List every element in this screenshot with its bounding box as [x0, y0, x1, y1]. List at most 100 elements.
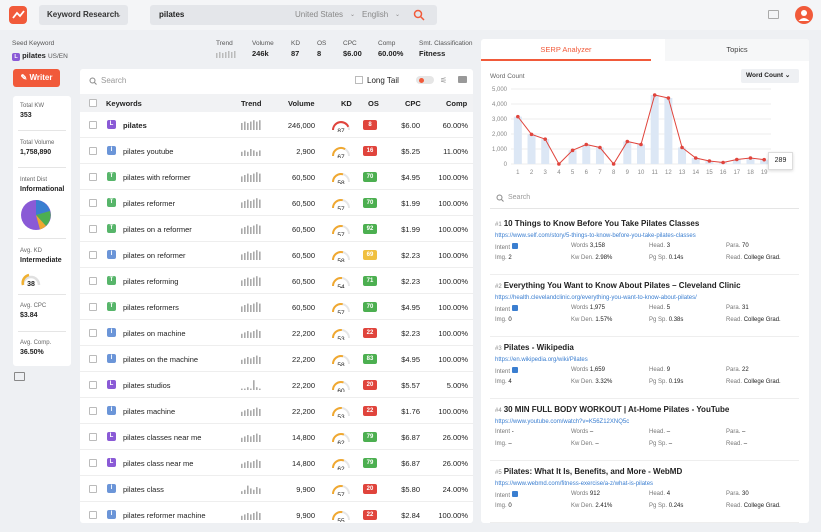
country-select[interactable]: United States	[295, 10, 344, 19]
keyword-link[interactable]: pilates reformer	[123, 199, 176, 208]
row-checkbox[interactable]	[89, 355, 97, 363]
keyword-link[interactable]: pilates studios	[123, 381, 171, 390]
table-row[interactable]: L pilates studios 22,200 60 20 $5.57 5.0…	[80, 372, 473, 398]
os-badge: 22	[363, 406, 377, 416]
header-os[interactable]: OS	[368, 99, 379, 108]
keyword-link[interactable]: pilates on a reformer	[123, 225, 192, 234]
app-logo-icon[interactable]	[9, 6, 27, 24]
user-avatar-icon[interactable]	[795, 6, 813, 24]
row-checkbox[interactable]	[89, 173, 97, 181]
export-icon[interactable]	[14, 372, 25, 381]
keyword-link[interactable]: pilates reforming	[123, 277, 179, 286]
serp-result[interactable]: #3 Pilates - Wikipedia https://en.wikiped…	[490, 337, 799, 399]
table-row[interactable]: T pilates with reformer 60,500 58 70 $4.…	[80, 164, 473, 190]
comp-value: 100.00%	[438, 173, 468, 182]
table-row[interactable]: T pilates reforming 60,500 54 71 $2.23 1…	[80, 268, 473, 294]
serp-result-title[interactable]: 10 Things to Know Before You Take Pilate…	[503, 219, 700, 228]
table-row[interactable]: I pilates reformer machine 9,900 55 22 $…	[80, 502, 473, 523]
writer-button[interactable]: ✎ Writer	[13, 69, 60, 87]
keyword-link[interactable]: pilates with reformer	[123, 173, 191, 182]
search-icon[interactable]	[413, 9, 425, 21]
folder-icon[interactable]	[458, 76, 467, 83]
serp-result-url[interactable]: https://www.youtube.com/watch?v=K56Z12XN…	[495, 419, 630, 425]
svg-text:57: 57	[337, 492, 345, 496]
row-checkbox[interactable]	[89, 433, 97, 441]
header-comp[interactable]: Comp	[446, 99, 468, 108]
row-checkbox[interactable]	[89, 121, 97, 129]
tab-serp-analyzer[interactable]: SERP Analyzer	[481, 39, 651, 61]
row-checkbox[interactable]	[89, 329, 97, 337]
header-keywords[interactable]: Keywords	[106, 99, 142, 108]
keyword-link[interactable]: pilates	[123, 121, 147, 130]
keyword-link[interactable]: pilates classes near me	[123, 433, 202, 442]
header-cpc[interactable]: CPC	[405, 99, 421, 108]
row-checkbox[interactable]	[89, 381, 97, 389]
table-row[interactable]: T pilates reformers 60,500 57 70 $4.95 1…	[80, 294, 473, 320]
row-checkbox[interactable]	[89, 407, 97, 415]
serp-result-title[interactable]: 30 MIN FULL BODY WORKOUT | At-Home Pilat…	[503, 405, 730, 414]
chart-metric-dropdown[interactable]: Word Count ⌄	[741, 69, 799, 83]
header-volume[interactable]: Volume	[288, 99, 315, 108]
table-row[interactable]: L pilates class near me 14,800 62 79 $6.…	[80, 450, 473, 476]
header-trend[interactable]: Trend	[241, 99, 262, 108]
keyword-link[interactable]: pilates on machine	[123, 329, 186, 338]
serp-result[interactable]: #1 10 Things to Know Before You Take Pila…	[490, 213, 799, 275]
table-row[interactable]: I pilates machine 22,200 53 22 $1.76 100…	[80, 398, 473, 424]
table-row[interactable]: L pilates 246,000 87 8 $6.00 60.00%	[80, 112, 473, 138]
row-checkbox[interactable]	[89, 199, 97, 207]
serp-result-url[interactable]: https://health.clevelandclinic.org/every…	[495, 295, 697, 301]
search-query[interactable]: pilates	[159, 10, 185, 19]
serp-result[interactable]: #4 30 MIN FULL BODY WORKOUT | At-Home Pil…	[490, 399, 799, 461]
language-select[interactable]: English	[362, 10, 389, 19]
cpc-value: $2.23	[401, 277, 420, 286]
serp-result[interactable]: #5 Pilates: What It Is, Benefits, and Mor…	[490, 461, 799, 523]
filter-icon[interactable]: ⚟	[440, 76, 448, 85]
x-tick-label: 10	[638, 170, 645, 176]
table-row[interactable]: I pilates on the machine 22,200 58 83 $4…	[80, 346, 473, 372]
x-tick-label: 4	[557, 170, 561, 176]
messages-icon[interactable]	[768, 10, 779, 19]
table-row[interactable]: L pilates classes near me 14,800 62 79 $…	[80, 424, 473, 450]
row-checkbox[interactable]	[89, 459, 97, 467]
serp-result-title[interactable]: Pilates - Wikipedia	[503, 343, 574, 352]
avg-comp: Avg. Comp. 36.50%	[20, 340, 52, 356]
table-row[interactable]: I pilates on reformer 60,500 58 69 $2.23…	[80, 242, 473, 268]
select-all-checkbox[interactable]	[89, 99, 97, 107]
table-row[interactable]: I pilates on machine 22,200 53 22 $2.23 …	[80, 320, 473, 346]
toggle-switch[interactable]	[416, 76, 434, 84]
keyword-link[interactable]: pilates on the machine	[123, 355, 199, 364]
serp-result-url[interactable]: https://www.self.com/story/5-things-to-k…	[495, 233, 696, 239]
serp-result-url[interactable]: https://en.wikipedia.org/wiki/Pilates	[495, 357, 588, 363]
header-kd[interactable]: KD	[341, 99, 352, 108]
row-checkbox[interactable]	[89, 511, 97, 519]
table-row[interactable]: I pilates youtube 2,900 67 16 $5.25 11.0…	[80, 138, 473, 164]
serp-result-title[interactable]: Everything You Want to Know About Pilate…	[503, 281, 741, 290]
chart-bar	[541, 139, 550, 164]
keyword-link[interactable]: pilates reformers	[123, 303, 179, 312]
table-row[interactable]: T pilates on a reformer 60,500 57 92 $1.…	[80, 216, 473, 242]
row-checkbox[interactable]	[89, 147, 97, 155]
serp-result-url[interactable]: https://www.webmd.com/fitness-exercise/a…	[495, 481, 654, 487]
serp-result-title[interactable]: Pilates: What It Is, Benefits, and More …	[503, 467, 683, 476]
serp-result[interactable]: #2 Everything You Want to Know About Pila…	[490, 275, 799, 337]
serp-search-input[interactable]: Search	[508, 194, 531, 201]
keyword-link[interactable]: pilates class	[123, 485, 164, 494]
row-checkbox[interactable]	[89, 277, 97, 285]
row-checkbox[interactable]	[89, 225, 97, 233]
row-checkbox[interactable]	[89, 485, 97, 493]
table-row[interactable]: T pilates reformer 60,500 57 70 $1.99 10…	[80, 190, 473, 216]
keyword-link[interactable]: pilates reformer machine	[123, 511, 206, 520]
keyword-link[interactable]: pilates youtube	[123, 147, 174, 156]
summary-os: OS 8	[317, 40, 327, 58]
mode-dropdown[interactable]: Keyword Research ⌄	[39, 5, 128, 25]
table-search-input[interactable]: Search	[101, 76, 127, 85]
keyword-search-bar[interactable]: pilates United States ⌄ English ⌄	[150, 5, 437, 25]
keyword-link[interactable]: pilates on reformer	[123, 251, 186, 260]
row-checkbox[interactable]	[89, 303, 97, 311]
keyword-link[interactable]: pilates machine	[123, 407, 176, 416]
keyword-link[interactable]: pilates class near me	[123, 459, 194, 468]
long-tail-checkbox[interactable]	[355, 76, 363, 84]
tab-topics[interactable]: Topics	[665, 39, 809, 61]
table-row[interactable]: I pilates class 9,900 57 20 $5.80 24.00%	[80, 476, 473, 502]
row-checkbox[interactable]	[89, 251, 97, 259]
